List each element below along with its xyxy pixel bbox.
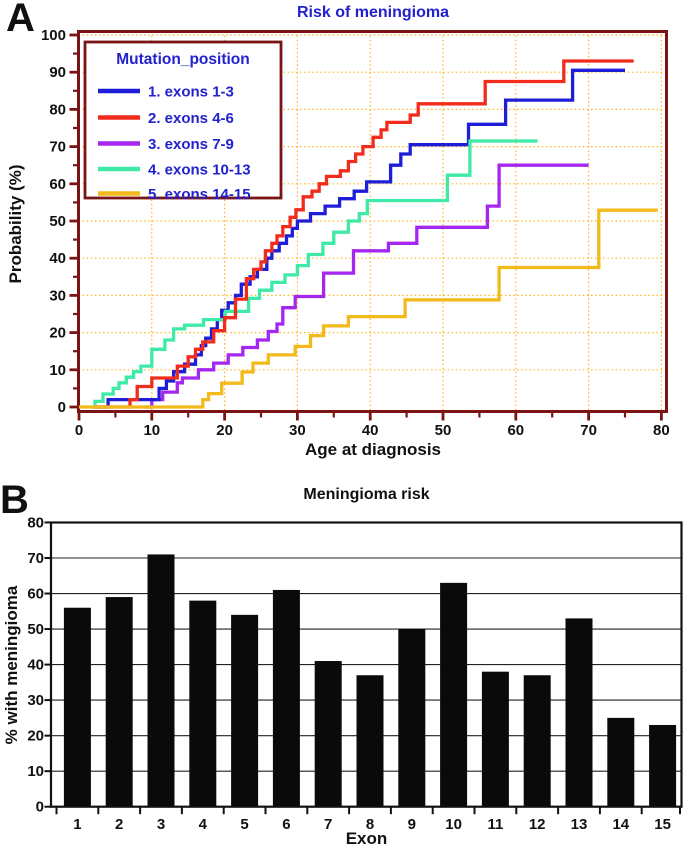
x-tick-label: 8 — [366, 816, 374, 833]
y-tick-label: 60 — [49, 176, 66, 193]
x-tick-label: 80 — [653, 422, 670, 439]
legend-entry-label: 4. exons 10-13 — [148, 162, 251, 179]
legend-title: Mutation_position — [116, 51, 249, 68]
x-tick-label: 15 — [654, 816, 671, 833]
x-tick-label: 13 — [571, 816, 588, 833]
panel-a-title: Risk of meningioma — [296, 4, 450, 21]
y-tick-label: 80 — [49, 101, 66, 118]
y-tick-label: 30 — [49, 287, 66, 304]
panel-a-x-axis-label: Age at diagnosis — [304, 440, 442, 459]
y-tick-label: 40 — [27, 657, 44, 674]
x-tick-label: 1 — [73, 816, 81, 833]
bar-exon-11 — [481, 671, 509, 807]
legend-box — [83, 40, 283, 200]
x-tick-label: 14 — [612, 816, 629, 833]
x-tick-label: 3 — [157, 816, 165, 833]
bar-exon-4 — [189, 600, 217, 807]
x-tick-label: 50 — [435, 422, 452, 439]
x-tick-label: 7 — [324, 816, 332, 833]
bar-exon-12 — [523, 675, 551, 807]
x-tick-label: 4 — [199, 816, 208, 833]
y-tick-label: 20 — [49, 325, 66, 342]
legend-entry-label: 3. exons 7-9 — [148, 136, 234, 153]
bar-exon-6 — [272, 589, 300, 807]
x-tick-label: 60 — [507, 422, 524, 439]
bar-exon-7 — [314, 661, 342, 807]
y-tick-label: 100 — [41, 27, 66, 44]
panel-b-letter: B — [0, 478, 29, 522]
panel-a-curves — [79, 59, 658, 409]
legend: Mutation_position 1. exons 1-3 2. exons 4-… — [83, 40, 283, 203]
y-tick-label: 50 — [49, 213, 66, 230]
bar-exon-8 — [356, 675, 384, 807]
bar-exon-5 — [231, 614, 259, 807]
bar-exon-3 — [147, 554, 175, 807]
x-tick-label: 12 — [529, 816, 546, 833]
y-tick-label: 0 — [36, 799, 44, 816]
bar-exon-9 — [398, 629, 426, 807]
panel-a-plot: 0 10 20 30 40 50 60 70 80 0 10 20 30 40 50 60 70 80 90 100 M… — [41, 27, 670, 439]
x-tick-label: 10 — [445, 816, 462, 833]
y-tick-label: 40 — [49, 250, 66, 267]
y-tick-label: 80 — [27, 514, 44, 531]
x-tick-label: 9 — [408, 816, 416, 833]
panel-a-letter: A — [6, 0, 35, 40]
legend-entry-label: 5. exons 14-15 — [148, 186, 251, 203]
curve-2-exons-4-6 — [93, 59, 634, 409]
x-tick-label: 2 — [115, 816, 123, 833]
bar-exon-2 — [105, 597, 133, 807]
y-tick-label: 90 — [49, 64, 66, 81]
x-tick-label: 10 — [143, 422, 160, 439]
curve-1-exons-1-3 — [93, 68, 625, 409]
y-tick-label: 30 — [27, 692, 44, 709]
x-tick-label: 11 — [487, 816, 503, 833]
y-tick-label: 20 — [27, 728, 44, 745]
y-tick-label: 70 — [27, 550, 44, 567]
y-tick-label: 10 — [49, 362, 66, 379]
x-tick-label: 70 — [580, 422, 597, 439]
curve-5-exons-14-15 — [79, 208, 658, 409]
bar-exon-1 — [63, 607, 91, 807]
curve-3-exons-7-9 — [144, 163, 589, 409]
bar-exon-14 — [607, 717, 635, 807]
bar-exon-10 — [440, 582, 468, 807]
panel-b-x-axis-label: Exon — [345, 829, 388, 848]
bar-exon-15 — [649, 724, 677, 807]
panel-b-title: Meningioma risk — [303, 486, 430, 503]
x-tick-label: 5 — [240, 816, 248, 833]
x-tick-label: 6 — [282, 816, 290, 833]
legend-entry-label: 2. exons 4-6 — [148, 110, 234, 127]
legend-entry-label: 1. exons 1-3 — [148, 84, 234, 101]
panel-b-bars — [63, 554, 677, 807]
x-tick-label: 20 — [216, 422, 233, 439]
x-tick-label: 0 — [75, 422, 83, 439]
y-tick-label: 50 — [27, 621, 44, 638]
bar-exon-13 — [565, 618, 593, 807]
panel-a-frame — [77, 30, 668, 413]
y-tick-label: 0 — [58, 399, 66, 416]
panel-b-frame — [49, 521, 683, 808]
x-tick-label: 30 — [289, 422, 306, 439]
y-tick-label: 70 — [49, 139, 66, 156]
x-tick-label: 40 — [362, 422, 379, 439]
y-tick-label: 60 — [27, 586, 44, 603]
y-tick-label: 10 — [27, 763, 44, 780]
